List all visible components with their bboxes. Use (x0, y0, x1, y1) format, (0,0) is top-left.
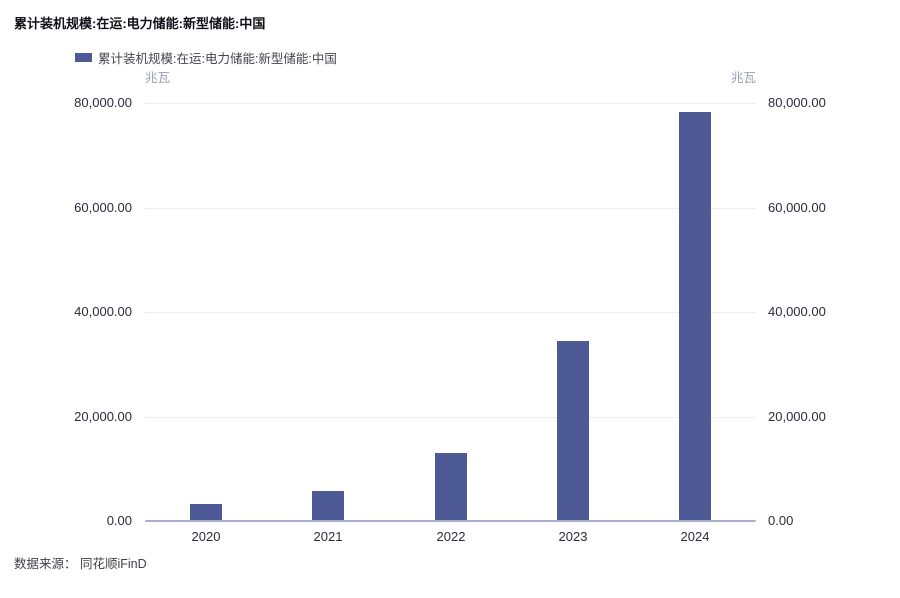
bar-2021[interactable] (312, 491, 344, 521)
gridline-40000 (145, 312, 756, 313)
gridline-60000 (145, 208, 756, 209)
x-axis-line (145, 520, 756, 522)
y-tick-right: 80,000.00 (768, 95, 826, 110)
gridline-20000 (145, 417, 756, 418)
x-tick-2023: 2023 (558, 529, 588, 544)
data-source-label: 数据来源： 同花顺iFinD (14, 557, 147, 571)
legend[interactable]: 累计装机规模:在运:电力储能:新型储能:中国 (75, 48, 337, 67)
y-axis-unit-right: 兆瓦 (730, 71, 756, 85)
y-tick-left: 20,000.00 (74, 409, 132, 424)
y-tick-left: 0.00 (106, 513, 132, 528)
legend-swatch-icon (75, 53, 92, 62)
bar-2020[interactable] (190, 504, 222, 521)
x-tick-2021: 2021 (313, 529, 343, 544)
chart-title: 累计装机规模:在运:电力储能:新型储能:中国 (14, 16, 266, 31)
x-tick-2024: 2024 (680, 529, 710, 544)
bar-2024[interactable] (679, 112, 711, 521)
y-tick-right: 20,000.00 (768, 409, 826, 424)
x-tick-2020: 2020 (191, 529, 221, 544)
y-axis-unit-left: 兆瓦 (145, 71, 171, 85)
x-tick-2022: 2022 (436, 529, 466, 544)
y-tick-right: 0.00 (768, 513, 794, 528)
y-tick-left: 60,000.00 (74, 200, 132, 215)
y-tick-left: 40,000.00 (74, 304, 132, 319)
y-tick-left: 80,000.00 (74, 95, 132, 110)
y-tick-right: 60,000.00 (768, 200, 826, 215)
bar-2023[interactable] (557, 341, 589, 521)
y-tick-right: 40,000.00 (768, 304, 826, 319)
bar-2022[interactable] (435, 453, 467, 521)
legend-label: 累计装机规模:在运:电力储能:新型储能:中国 (98, 52, 337, 66)
gridline-80000 (145, 103, 756, 104)
